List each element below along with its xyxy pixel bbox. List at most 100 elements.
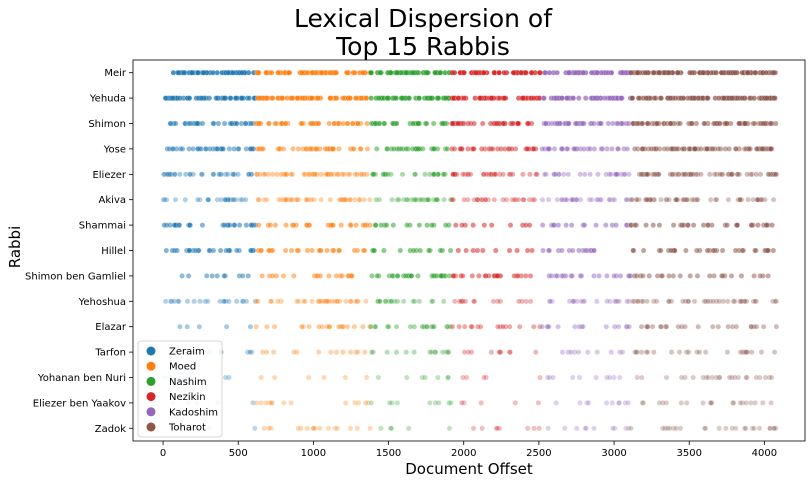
data-point (360, 69, 366, 76)
data-point (668, 298, 675, 305)
data-point (705, 298, 711, 305)
data-point (592, 95, 598, 101)
data-point (310, 120, 317, 127)
data-point (465, 146, 471, 152)
data-point (295, 196, 302, 203)
data-point (711, 120, 717, 127)
data-point (415, 146, 422, 152)
data-point (634, 69, 641, 76)
data-point (437, 69, 444, 76)
data-point (583, 425, 589, 432)
data-point (488, 95, 495, 101)
data-point (393, 120, 400, 127)
data-point (770, 95, 777, 101)
data-point (347, 196, 353, 203)
legend-marker (146, 392, 156, 402)
data-point (170, 95, 176, 101)
data-point (606, 374, 613, 381)
data-point (694, 247, 700, 254)
data-point (428, 298, 435, 305)
data-point (275, 196, 282, 203)
data-point (545, 146, 552, 152)
x-tick-label: 3000 (601, 448, 626, 459)
data-point (312, 146, 319, 152)
data-point (255, 298, 261, 305)
y-tick-label: Elazar (95, 322, 127, 333)
x-tick-label: 500 (229, 448, 248, 459)
data-point (566, 120, 572, 127)
data-point (304, 425, 311, 432)
data-point (606, 95, 613, 101)
data-point (545, 374, 551, 381)
data-point (716, 374, 723, 381)
data-point (343, 298, 349, 305)
data-point (163, 196, 170, 203)
data-point (520, 171, 526, 178)
data-point (744, 171, 751, 178)
data-point (621, 171, 628, 178)
data-point (253, 400, 260, 406)
data-point (214, 273, 220, 279)
data-point (355, 349, 361, 355)
data-point (376, 298, 383, 305)
data-point (338, 196, 344, 203)
data-point (700, 400, 706, 406)
data-point (493, 120, 500, 127)
data-point (376, 196, 383, 203)
chart-title-line1: Lexical Dispersion of (294, 4, 553, 33)
data-point (432, 400, 439, 406)
data-point (628, 425, 634, 432)
data-point (204, 298, 211, 305)
data-point (411, 349, 417, 355)
data-point (268, 425, 274, 432)
data-point (533, 171, 539, 178)
data-point (236, 222, 243, 228)
data-point (409, 120, 416, 127)
data-point (419, 374, 426, 381)
data-point (742, 120, 749, 127)
data-point (289, 196, 295, 203)
data-point (246, 171, 252, 178)
data-point (184, 298, 191, 305)
data-point (471, 298, 478, 305)
data-point (765, 171, 772, 178)
data-point (417, 247, 424, 254)
data-point (500, 120, 507, 127)
data-point (506, 247, 513, 254)
data-point (459, 171, 466, 178)
data-point (653, 298, 660, 305)
data-point (471, 196, 478, 203)
data-point (174, 69, 181, 76)
data-point (238, 95, 245, 101)
data-point (587, 171, 593, 178)
data-point (248, 171, 254, 178)
data-point (515, 196, 522, 203)
data-point (261, 171, 267, 178)
data-point (400, 273, 407, 279)
data-point (264, 323, 270, 330)
data-point (565, 171, 572, 178)
data-point (162, 298, 169, 305)
data-point (531, 425, 537, 432)
data-point (431, 323, 437, 330)
data-point (694, 171, 701, 178)
data-point (199, 222, 206, 228)
data-point (704, 247, 711, 254)
data-point (658, 95, 665, 101)
data-point (514, 247, 520, 254)
data-point (545, 196, 552, 203)
data-point (660, 400, 666, 406)
data-point (597, 196, 603, 203)
data-point (733, 323, 740, 330)
data-point (591, 247, 597, 254)
data-point (551, 171, 557, 178)
data-point (430, 120, 437, 127)
data-point (639, 120, 646, 127)
data-point (604, 298, 610, 305)
data-point (344, 120, 351, 127)
data-point (545, 247, 552, 254)
data-point (333, 349, 340, 355)
data-point (326, 120, 332, 127)
data-point (765, 273, 771, 279)
data-point (612, 425, 618, 432)
